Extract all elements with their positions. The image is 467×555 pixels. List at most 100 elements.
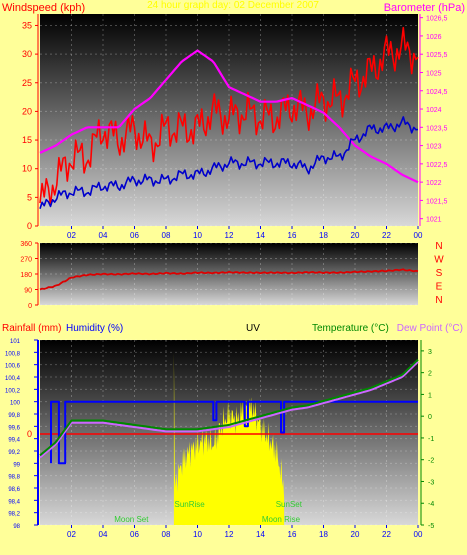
x-tick-label: 20: [351, 231, 360, 240]
x-tick-label: 18: [319, 231, 328, 240]
temperature-line: [39, 358, 419, 457]
y-tick-label: 0: [27, 221, 32, 231]
x-tick-label: 12: [225, 231, 234, 240]
humidity-y-ticks: 98 98,2 98,4 98,6 98,8 99 99,2 99,4 99,6 99,8 100 1…: [5, 339, 38, 530]
y-tick-label: 270: [20, 257, 32, 264]
wind-direction-line: [39, 268, 419, 291]
sunrise-label: SunRise: [175, 500, 206, 509]
y-tick-label: 10: [22, 164, 32, 174]
y-tick-label: 25: [22, 78, 32, 88]
x-tick-label: 22: [382, 231, 391, 240]
temperature-y-ticks: -5 -4 -3 -2 -1 0 1 2 3: [421, 349, 434, 530]
moon-rise-label: Moon Rise: [262, 515, 301, 524]
y2-tick-label: 2: [428, 371, 432, 378]
compass-label: S: [436, 268, 443, 279]
windspeed-gust-line: [39, 26, 419, 207]
y2-tick-label: -1: [428, 436, 434, 443]
y-tick-label: 98,2: [8, 512, 20, 518]
chart-title: 24 hour graph day: 02 December 2007: [147, 0, 319, 11]
x-tick-label: 14: [256, 231, 265, 240]
uv-axis-title: UV: [246, 323, 260, 334]
climate-x-ticks: 02 04 06 08 10 12 14 16 18 20 22 00: [67, 525, 423, 539]
y-tick-label: 15: [22, 135, 32, 145]
windspeed-average-line: [39, 116, 419, 210]
y-tick-label: 99,8: [8, 413, 20, 419]
x-tick-label: 22: [382, 530, 391, 539]
uv-area: [173, 352, 285, 525]
y-tick-label: 98,4: [8, 499, 20, 505]
x-tick-label: 16: [288, 231, 297, 240]
y2-tick-label: 1: [428, 392, 432, 399]
y-tick-label: 98,6: [8, 487, 20, 493]
y-tick-label: 20: [22, 106, 32, 116]
compass-label: N: [435, 241, 442, 252]
y-tick-label: 180: [20, 272, 32, 279]
y2-tick-label: 1022: [426, 180, 442, 187]
x-tick-label: 06: [130, 530, 139, 539]
astro-annotations: Moon Set SunRise SunSet Moon Rise: [114, 500, 303, 524]
humidity-line: [50, 400, 418, 465]
y-tick-label: 100: [10, 401, 21, 407]
y2-tick-label: 0: [428, 414, 432, 421]
x-tick-label: 02: [67, 530, 76, 539]
y-tick-label: 100,4: [5, 376, 21, 382]
y2-tick-label: 1021,5: [426, 198, 448, 205]
y2-tick-label: 1021: [426, 217, 442, 224]
y2-tick-label: 1025: [426, 70, 442, 77]
y2-tick-label: -4: [428, 501, 434, 508]
wind-series: [39, 26, 419, 210]
temperature-axis-title: Temperature (°C): [312, 323, 389, 334]
y-tick-label: 35: [22, 20, 32, 30]
x-tick-label: 06: [130, 231, 139, 240]
dew-point-axis-title: Dew Point (°C): [397, 323, 463, 334]
y-tick-label: 100,2: [5, 388, 21, 394]
y2-tick-label: 1024,5: [426, 89, 448, 96]
wind-x-ticks: 02 04 06 08 10 12 14 16 18 20 22 00: [67, 226, 423, 240]
x-tick-label: 16: [288, 530, 297, 539]
x-tick-label: 18: [319, 530, 328, 539]
x-tick-label: 08: [162, 530, 171, 539]
y2-tick-label: 1026: [426, 34, 442, 41]
y2-tick-label: -2: [428, 458, 434, 465]
direction-y-ticks: 0 90 180 270 360: [20, 241, 38, 310]
wind-axis-title: Windspeed (kph): [2, 2, 85, 14]
x-tick-label: 04: [99, 231, 108, 240]
y2-tick-label: 1025,5: [426, 52, 448, 59]
wind-gridlines: [40, 14, 418, 227]
rain-zero-label: 0: [27, 429, 32, 439]
barometer-axis-title: Barometer (hPa): [384, 2, 465, 14]
y-tick-label: 99: [13, 462, 20, 468]
x-tick-label: 10: [193, 530, 202, 539]
y2-tick-label: -5: [428, 523, 434, 530]
y-tick-label: 99,6: [8, 425, 20, 431]
x-tick-label: 00: [414, 231, 423, 240]
direction-series: [39, 268, 419, 291]
wind-y-ticks: 0 5 10 15 20 25 30 35: [22, 20, 38, 231]
y-tick-label: 30: [22, 49, 32, 59]
y2-tick-label: -3: [428, 479, 434, 486]
y-tick-label: 98: [13, 524, 20, 530]
y-tick-label: 5: [27, 192, 32, 202]
y-tick-label: 99,4: [8, 438, 20, 444]
y-tick-label: 360: [20, 241, 32, 248]
moon-set-label: Moon Set: [114, 515, 149, 524]
barometer-line: [39, 49, 419, 184]
y2-tick-label: 1026,5: [426, 16, 448, 23]
y-tick-label: 100,8: [5, 351, 21, 357]
y-tick-label: 101: [10, 339, 21, 345]
y-tick-label: 0: [28, 303, 32, 310]
compass-label: N: [435, 295, 442, 306]
x-tick-label: 08: [162, 231, 171, 240]
y2-tick-label: 3: [428, 349, 432, 356]
x-tick-label: 14: [256, 530, 265, 539]
y-tick-label: 100,6: [5, 364, 21, 370]
humidity-axis-title: Humidity (%): [66, 323, 123, 334]
sunset-label: SunSet: [276, 500, 303, 509]
x-tick-label: 20: [351, 530, 360, 539]
dew-point-line: [39, 361, 419, 459]
x-tick-label: 02: [67, 231, 76, 240]
y2-tick-label: 1022,5: [426, 162, 448, 169]
x-tick-label: 00: [414, 530, 423, 539]
